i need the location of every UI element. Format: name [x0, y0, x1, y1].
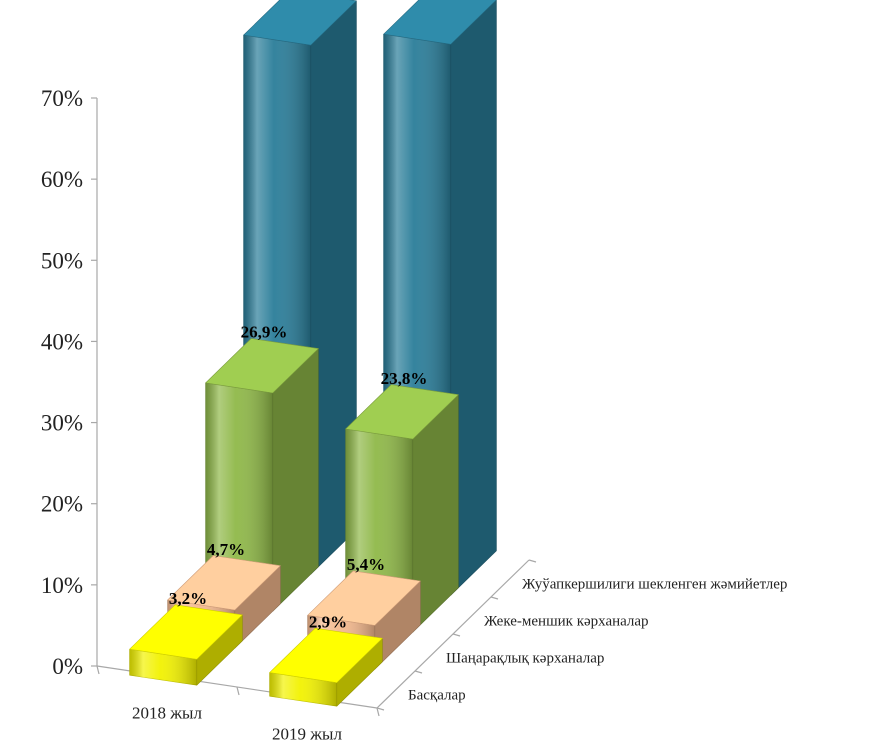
- series-label: Жуўапкершилиги шекленген жәмийетлер: [522, 577, 787, 593]
- depth-tick: [452, 633, 461, 637]
- data-label: 5,4%: [347, 555, 385, 574]
- depth-tick: [414, 670, 423, 674]
- data-label: 23,8%: [381, 369, 428, 388]
- labels: 0% 10% 20% 30% 40% 50% 60% 70% 2018 жыл 2019 жыл Б…: [41, 86, 788, 744]
- category-label: 2018 жыл: [132, 704, 202, 723]
- depth-tick: [376, 707, 385, 711]
- bar-top-face: [167, 555, 281, 611]
- data-label: 4,7%: [207, 540, 245, 559]
- bar-top-face: [383, 0, 497, 45]
- data-label: 3,2%: [169, 589, 207, 608]
- y-tick-label: 70%: [41, 86, 83, 111]
- bar-top-face: [129, 604, 243, 660]
- bars: [129, 0, 497, 707]
- depth-tick: [490, 596, 499, 600]
- y-tick-label: 20%: [41, 492, 83, 517]
- series-label: Жеке-меншик кәрханалар: [484, 614, 649, 630]
- bar-highlight: [129, 649, 197, 686]
- x-tick: [376, 707, 380, 717]
- y-tick-label: 60%: [41, 167, 83, 192]
- y-tick-label: 30%: [41, 411, 83, 436]
- y-tick-label: 0%: [52, 654, 83, 679]
- data-label: 2,9%: [309, 612, 347, 631]
- data-label: 26,9%: [241, 323, 288, 342]
- bar-highlight: [269, 672, 337, 707]
- bar-highlight: [205, 382, 273, 612]
- bar-top-face: [307, 570, 421, 626]
- y-tick-label: 40%: [41, 329, 83, 354]
- y-tick-label: 50%: [41, 248, 83, 273]
- x-tick: [96, 665, 100, 675]
- category-label: 2019 жыл: [272, 725, 342, 744]
- bar-side-face: [450, 0, 497, 596]
- bar-top-face: [243, 0, 357, 46]
- bar-top-face: [269, 627, 383, 684]
- bar-top-face: [345, 384, 459, 440]
- y-tick-label: 10%: [41, 573, 83, 598]
- bar-top-face: [205, 338, 319, 394]
- bar: [129, 604, 243, 686]
- x-tick: [236, 686, 240, 696]
- series-label: Басқалар: [408, 688, 466, 704]
- depth-tick: [528, 559, 537, 563]
- bar: [269, 627, 383, 707]
- series-label: Шаңарақлық кәрханалар: [446, 651, 604, 667]
